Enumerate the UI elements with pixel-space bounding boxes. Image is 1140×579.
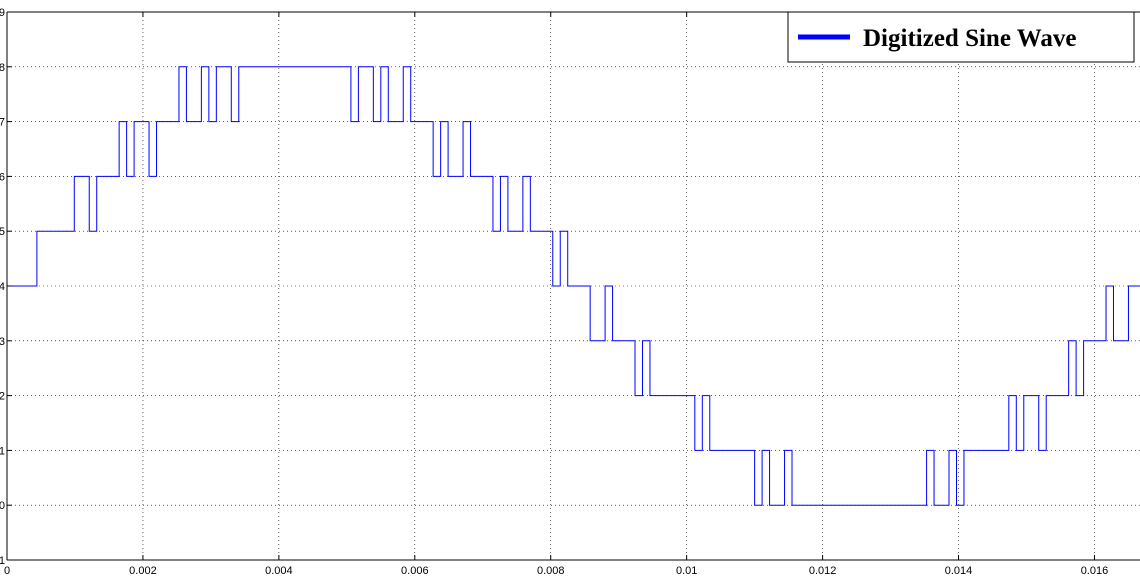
y-tick-label: 5 — [0, 226, 5, 238]
y-tick-label: 0 — [0, 500, 5, 512]
x-tick-label: 0.012 — [809, 565, 837, 577]
x-tick-label: 0.008 — [537, 565, 565, 577]
legend-label: Digitized Sine Wave — [863, 25, 1076, 52]
tick-label-layer: 0 0.002 0.004 0.006 0.008 0.01 0.012 0.014 0.016… — [0, 7, 1108, 577]
series-line-digitized-sine-wave — [7, 66, 1140, 506]
x-tick-label: 0.002 — [129, 565, 157, 577]
legend: Digitized Sine Wave — [787, 11, 1135, 63]
series-layer — [7, 66, 1140, 506]
x-tick-label: 0.01 — [676, 565, 697, 577]
y-tick-label: 4 — [0, 281, 5, 293]
x-tick-label: 0.016 — [1081, 565, 1109, 577]
y-tick-label: 6 — [0, 171, 5, 183]
x-tick-label: 0.006 — [401, 565, 429, 577]
y-tick-label: 2 — [0, 391, 5, 403]
y-tick-label: -1 — [0, 555, 5, 567]
y-tick-label: 8 — [0, 62, 5, 74]
y-tick-label: 1 — [0, 445, 5, 457]
grid-layer — [7, 12, 1140, 560]
y-tick-label: 9 — [0, 7, 5, 19]
x-tick-label: 0.014 — [945, 565, 973, 577]
x-tick-label: 0.004 — [265, 565, 293, 577]
x-tick-label: 0 — [4, 565, 10, 577]
y-tick-label: 3 — [0, 336, 5, 348]
y-tick-label: 7 — [0, 117, 5, 129]
